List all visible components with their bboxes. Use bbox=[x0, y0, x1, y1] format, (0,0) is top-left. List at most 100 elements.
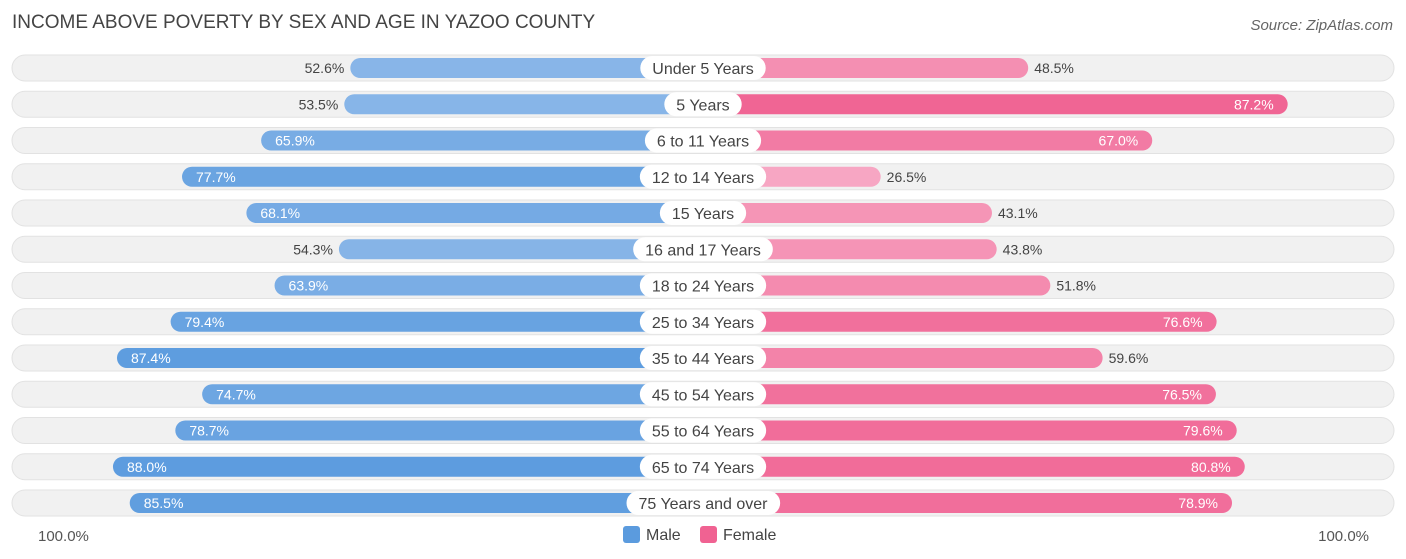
category-label: 5 Years bbox=[676, 97, 729, 114]
chart-row: 78.7% 79.6% 55 to 64 Years bbox=[11, 417, 1395, 444]
chart-source: Source: ZipAtlas.com bbox=[1250, 17, 1393, 34]
category-label: 65 to 74 Years bbox=[652, 460, 754, 477]
female-bar bbox=[703, 493, 1233, 513]
male-value-label: 52.6% bbox=[305, 60, 345, 76]
female-value-label: 59.6% bbox=[1109, 350, 1149, 366]
category-pill bbox=[639, 164, 767, 189]
male-bar bbox=[112, 456, 703, 477]
chart-row: 68.1% 43.1% 15 Years bbox=[11, 199, 1395, 227]
male-bar bbox=[350, 58, 703, 78]
chart-legend: Male Female bbox=[623, 526, 776, 544]
category-pill bbox=[639, 382, 767, 407]
category-pill bbox=[639, 454, 767, 479]
chart-row: 77.7% 26.5% 12 to 14 Years bbox=[11, 163, 1395, 191]
category-pill bbox=[659, 201, 747, 225]
male-bar bbox=[182, 166, 704, 187]
male-bar bbox=[175, 420, 703, 441]
male-value-label: 65.9% bbox=[275, 133, 315, 149]
legend-female-label: Female bbox=[723, 527, 776, 544]
male-value-label: 54.3% bbox=[293, 241, 333, 257]
chart-row: 87.4% 59.6% 35 to 44 Years bbox=[11, 344, 1395, 372]
category-label: 6 to 11 Years bbox=[657, 134, 749, 151]
category-pill bbox=[644, 128, 762, 153]
male-bar bbox=[338, 239, 703, 260]
category-label: 75 Years and over bbox=[639, 496, 769, 513]
female-value-label: 51.8% bbox=[1056, 278, 1096, 294]
male-value-label: 53.5% bbox=[299, 96, 339, 112]
male-bar bbox=[274, 275, 703, 296]
female-value-label: 80.8% bbox=[1191, 459, 1231, 475]
category-pill bbox=[633, 237, 773, 262]
female-value-label: 87.2% bbox=[1234, 96, 1274, 112]
male-value-label: 77.7% bbox=[196, 169, 236, 185]
category-label: 25 to 34 Years bbox=[652, 315, 754, 332]
chart-row: 63.9% 51.8% 18 to 24 Years bbox=[11, 272, 1395, 299]
female-bar bbox=[703, 275, 1051, 296]
female-value-label: 76.5% bbox=[1162, 386, 1202, 402]
category-label: 18 to 24 Years bbox=[652, 279, 754, 296]
female-bar bbox=[703, 94, 1288, 115]
category-label: Under 5 Years bbox=[652, 61, 753, 78]
female-bar bbox=[703, 456, 1245, 477]
chart-row: 54.3% 43.8% 16 and 17 Years bbox=[11, 235, 1395, 263]
legend-male-swatch bbox=[623, 526, 640, 543]
female-bar bbox=[703, 420, 1237, 441]
female-value-label: 78.9% bbox=[1178, 495, 1218, 511]
female-value-label: 67.0% bbox=[1099, 133, 1139, 149]
chart-row: 74.7% 76.5% 45 to 54 Years bbox=[11, 380, 1395, 408]
chart-row: 88.0% 80.8% 65 to 74 Years bbox=[11, 453, 1395, 481]
male-value-label: 88.0% bbox=[127, 459, 167, 475]
category-label: 12 to 14 Years bbox=[652, 170, 754, 187]
male-value-label: 74.7% bbox=[216, 386, 256, 402]
chart-row: 52.6% 48.5% Under 5 Years bbox=[11, 54, 1395, 82]
axis-min-label: 100.0% bbox=[38, 528, 89, 545]
female-value-label: 79.6% bbox=[1183, 423, 1223, 439]
category-label: 35 to 44 Years bbox=[652, 351, 754, 368]
chart-row: 65.9% 67.0% 6 to 11 Years bbox=[11, 127, 1395, 154]
male-bar bbox=[129, 493, 703, 513]
category-label: 16 and 17 Years bbox=[645, 242, 761, 259]
category-label: 45 to 54 Years bbox=[652, 387, 754, 404]
category-pill bbox=[626, 491, 781, 515]
male-bar bbox=[261, 130, 703, 151]
category-pill bbox=[664, 92, 742, 117]
male-bar bbox=[116, 348, 703, 368]
male-bar bbox=[344, 94, 703, 115]
female-bar bbox=[703, 130, 1153, 151]
category-pill bbox=[639, 309, 767, 334]
female-bar bbox=[703, 384, 1216, 405]
male-value-label: 68.1% bbox=[260, 205, 300, 221]
male-value-label: 78.7% bbox=[189, 423, 229, 439]
category-pill bbox=[639, 418, 767, 443]
category-pill bbox=[639, 273, 767, 298]
female-value-label: 43.8% bbox=[1003, 241, 1043, 257]
legend-female-swatch bbox=[700, 526, 717, 543]
chart-row: 79.4% 76.6% 25 to 34 Years bbox=[11, 308, 1395, 336]
female-bar bbox=[703, 58, 1029, 78]
female-bar bbox=[703, 348, 1103, 368]
male-value-label: 79.4% bbox=[185, 314, 225, 330]
female-value-label: 48.5% bbox=[1034, 60, 1074, 76]
male-bar bbox=[170, 311, 704, 332]
female-value-label: 26.5% bbox=[887, 169, 927, 185]
category-label: 15 Years bbox=[672, 206, 734, 223]
male-value-label: 63.9% bbox=[289, 278, 329, 294]
chart-row: 85.5% 78.9% 75 Years and over bbox=[11, 489, 1395, 517]
female-bar bbox=[703, 203, 992, 223]
female-bar bbox=[703, 311, 1217, 332]
category-label: 55 to 64 Years bbox=[652, 424, 754, 441]
female-value-label: 43.1% bbox=[998, 205, 1038, 221]
category-pill bbox=[640, 56, 766, 80]
legend-male-label: Male bbox=[646, 527, 681, 544]
female-value-label: 76.6% bbox=[1163, 314, 1203, 330]
male-bar bbox=[202, 384, 703, 405]
chart-row: 53.5% 87.2% 5 Years bbox=[11, 90, 1395, 118]
chart-rows: 52.6% 48.5% Under 5 Years 53.5% 87.2% 5 Years… bbox=[11, 54, 1395, 517]
chart-title: INCOME ABOVE POVERTY BY SEX AND AGE IN Y… bbox=[12, 12, 596, 33]
female-bar bbox=[703, 239, 997, 260]
male-value-label: 85.5% bbox=[144, 495, 184, 511]
male-value-label: 87.4% bbox=[131, 350, 171, 366]
category-pill bbox=[639, 346, 767, 370]
male-bar bbox=[246, 203, 703, 223]
